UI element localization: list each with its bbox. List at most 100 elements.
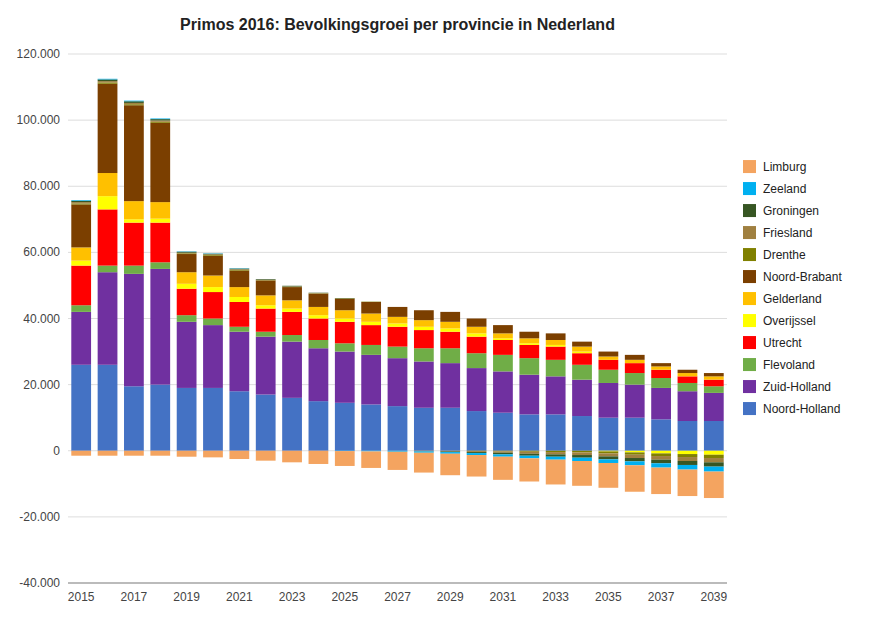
bar-segment — [335, 343, 355, 351]
bar-segment — [124, 386, 144, 450]
bar-segment — [546, 454, 566, 456]
bar-segment — [124, 274, 144, 386]
bar-segment — [177, 253, 197, 255]
bar-segment — [440, 452, 460, 454]
bar-segment — [414, 320, 434, 327]
bar-segment — [71, 305, 91, 312]
bar-segment — [572, 452, 592, 455]
bar-segment — [519, 338, 539, 343]
chart-container: Primos 2016: Bevolkingsgroei per provinc… — [0, 0, 877, 625]
bar-segment — [625, 458, 645, 461]
bar-segment — [203, 325, 223, 388]
bar-segment — [625, 373, 645, 385]
grid-line — [68, 583, 727, 584]
bar-segment — [98, 209, 118, 265]
bar-segment — [467, 333, 487, 336]
bar-segment — [598, 370, 618, 383]
y-tick-label: 20.000 — [23, 378, 60, 392]
bar-segment — [98, 79, 118, 81]
bar-segment — [256, 305, 276, 308]
bar-segment — [625, 363, 645, 373]
bar-segment — [256, 332, 276, 337]
bar-segment — [177, 451, 197, 457]
x-tick-label: 2029 — [437, 590, 464, 604]
bar-segment — [282, 300, 302, 308]
bar-segment — [440, 312, 460, 322]
bar-segment — [519, 358, 539, 375]
bar-segment — [203, 451, 223, 458]
bar-segment — [440, 363, 460, 408]
bar-segment — [177, 388, 197, 451]
bar-segment — [651, 370, 671, 378]
legend-label: Limburg — [763, 160, 806, 174]
bar-segment — [177, 251, 197, 252]
bar-segment — [546, 340, 566, 345]
bar-segment — [256, 280, 276, 281]
bar-segment — [678, 421, 698, 451]
bar-segment — [704, 467, 724, 472]
bar-segment — [71, 312, 91, 365]
legend-swatch — [743, 292, 756, 305]
x-tick-label: 2031 — [490, 590, 517, 604]
bar-segment — [414, 451, 434, 452]
bar-segment — [546, 360, 566, 377]
bar-segment — [493, 453, 513, 455]
bar-segment — [388, 406, 408, 451]
bar-segment — [150, 262, 170, 269]
bar-segment — [98, 173, 118, 196]
bar-segment — [229, 302, 249, 327]
bar-segment — [493, 333, 513, 338]
bar-segment — [572, 352, 592, 354]
bar-segment — [229, 297, 249, 302]
bar-segment — [598, 383, 618, 418]
bar-segment — [678, 373, 698, 376]
bar-segment — [388, 317, 408, 324]
bar-segment — [704, 393, 724, 421]
bar-segment — [598, 463, 618, 488]
bar-segment — [309, 293, 329, 294]
x-tick-label: 2037 — [648, 590, 675, 604]
bar-segment — [256, 279, 276, 280]
bar-segment — [519, 454, 539, 456]
bar-segment — [335, 322, 355, 343]
bar-segment — [388, 307, 408, 317]
bar-segment — [229, 268, 249, 269]
bar-segment — [704, 458, 724, 462]
legend-swatch — [743, 248, 756, 261]
bar-segment — [256, 451, 276, 461]
bar-segment — [203, 287, 223, 292]
x-tick-label: 2017 — [121, 590, 148, 604]
bar-segment — [493, 338, 513, 340]
bar-segment — [546, 333, 566, 340]
bar-segment — [98, 82, 118, 83]
y-tick-label: -20.000 — [19, 510, 60, 524]
bar-segment — [625, 360, 645, 363]
bar-segment — [71, 266, 91, 306]
bar-segment — [546, 457, 566, 460]
bar-segment — [124, 105, 144, 201]
bar-segment — [546, 451, 566, 452]
bar-segment — [335, 298, 355, 299]
bar-segment — [467, 368, 487, 411]
bar-segment — [203, 254, 223, 256]
bar-segment — [229, 391, 249, 451]
bar-segment — [71, 365, 91, 451]
bar-segment — [414, 361, 434, 407]
bar-segment — [150, 385, 170, 451]
bar-segment — [678, 451, 698, 454]
bar-segment — [229, 287, 249, 297]
bar-segment — [361, 345, 381, 355]
legend-label: Zeeland — [763, 182, 806, 196]
bar-segment — [335, 352, 355, 403]
bar-segment — [150, 123, 170, 202]
legend-swatch — [743, 358, 756, 371]
bar-segment — [124, 219, 144, 222]
bar-segment — [98, 84, 118, 173]
legend-label: Utrecht — [763, 336, 802, 350]
bar-segment — [282, 285, 302, 287]
bar-segment — [150, 119, 170, 120]
bar-segment — [71, 201, 91, 202]
bar-segment — [572, 416, 592, 451]
bar-segment — [572, 458, 592, 461]
bar-segment — [704, 421, 724, 451]
